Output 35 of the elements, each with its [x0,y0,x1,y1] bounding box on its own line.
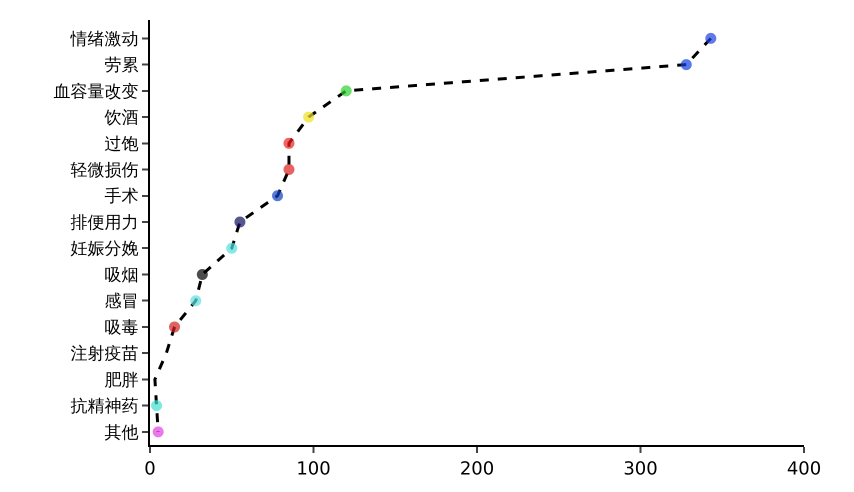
point [303,112,314,123]
point [190,295,202,306]
y-tick-label: 妊娠分娩 [70,239,139,260]
point [196,268,208,280]
y-tick-label: 吸毒 [104,318,139,338]
point [283,164,294,176]
y-tick-label: 其他 [104,422,139,443]
y-tick-label: 过饱 [104,134,139,154]
y-tick-label: 劳累 [104,56,139,76]
x-tick-label: 400 [786,458,822,480]
y-tick-label: 注射疫苗 [70,344,139,364]
y-tick-label: 抗精神药 [70,396,139,417]
x-tick-label: 100 [296,458,331,480]
y-tick-label: 血容量改变 [54,82,139,102]
y-tick-label: 肥胖 [104,370,139,390]
point [152,426,164,438]
point [151,400,162,412]
point [226,242,238,254]
point [340,85,352,96]
y-tick-label: 吸烟 [104,265,139,286]
y-tick-label: 饮酒 [104,108,139,128]
y-tick-label: 轻微损伤 [70,160,139,180]
y-tick-label: 感冒 [104,292,139,312]
x-tick-label: 200 [460,458,494,480]
point [169,321,180,332]
point [234,216,246,228]
point [283,138,294,149]
y-tick-label: 情绪激动 [70,29,139,50]
y-tick-label: 排便用力 [70,212,139,233]
point [705,32,716,44]
y-tick-label: 手术 [104,186,139,207]
x-tick-label: 0 [144,458,156,480]
point [272,190,284,202]
x-tick-label: 300 [623,458,658,480]
point [680,59,692,70]
